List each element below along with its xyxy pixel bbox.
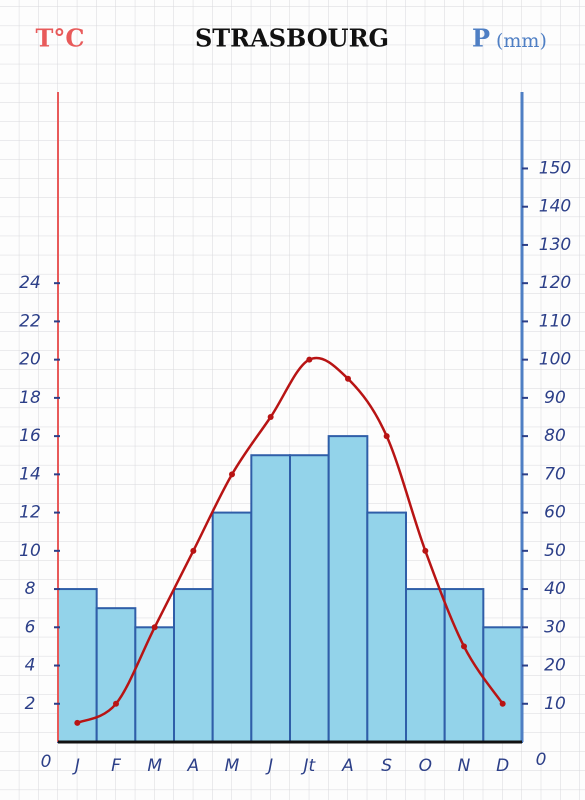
temperature-point — [461, 643, 467, 650]
x-tick-label: M — [147, 756, 162, 776]
y-tick-label: 24 — [19, 273, 41, 293]
y-tick-label: 12 — [19, 503, 41, 523]
x-tick-label: O — [419, 756, 432, 776]
y2-tick-label: 150 — [539, 158, 571, 178]
y2-tick-label: 110 — [539, 311, 571, 331]
precip-bar — [289, 454, 330, 743]
y-tick-label: 18 — [19, 388, 41, 408]
x-tick-label: J — [72, 756, 80, 776]
precip-bar — [173, 588, 214, 744]
y2-tick-label: 140 — [539, 197, 571, 217]
y-tick-label: 16 — [19, 426, 41, 446]
precip-bar — [57, 588, 98, 744]
temperature-point — [306, 356, 313, 363]
y-tick-label: 2 — [25, 694, 36, 714]
precip-bar — [405, 588, 446, 744]
y2-tick-label: 80 — [544, 426, 566, 446]
temperature-point — [151, 624, 158, 631]
y2-axis-label: P — [472, 24, 490, 53]
y2-tick-label: 10 — [544, 694, 566, 714]
y2-tick-label: 30 — [544, 617, 566, 637]
x-tick-label: Jt — [300, 756, 316, 776]
y-axis-label: T°C — [36, 24, 85, 53]
y-tick-label: 4 — [25, 656, 36, 676]
y2-tick-label: 100 — [539, 350, 571, 370]
temperature-point — [229, 471, 235, 478]
x-tick-label: J — [265, 756, 273, 776]
x-tick-label: F — [111, 756, 121, 776]
precip-bar — [134, 626, 175, 744]
y-tick-label: 6 — [25, 617, 36, 637]
precip-bar — [95, 607, 137, 743]
y2-tick-label: 0 — [536, 750, 547, 770]
x-tick-label: N — [458, 756, 471, 776]
x-tick-label: S — [381, 756, 392, 776]
y2-tick-label: 70 — [544, 464, 566, 484]
y-tick-label: 14 — [19, 464, 41, 484]
precip-bar — [443, 588, 485, 744]
y-tick-label: 20 — [19, 350, 41, 370]
y2-tick-label: 90 — [544, 388, 566, 408]
y-tick-label: 8 — [25, 579, 36, 599]
precip-bar — [327, 435, 369, 743]
y2-tick-label: 60 — [544, 503, 566, 523]
y2-tick-label: 40 — [544, 579, 566, 599]
y-tick-label: 22 — [19, 311, 41, 331]
chart-title: STRASBOURG — [195, 24, 389, 53]
y2-tick-label: 50 — [544, 541, 566, 561]
y-tick-label: 0 — [41, 752, 52, 772]
temperature-point — [190, 547, 197, 554]
x-tick-label: A — [341, 756, 354, 776]
temperature-point — [267, 414, 274, 420]
temperature-point — [345, 375, 351, 382]
y-tick-label: 10 — [19, 541, 41, 561]
y2-tick-label: 20 — [544, 656, 566, 676]
x-tick-label: M — [225, 756, 240, 776]
precip-bar — [250, 454, 291, 743]
temperature-point — [383, 433, 390, 440]
temperature-point — [74, 719, 81, 726]
x-tick-label: A — [187, 756, 200, 776]
precip-bar — [366, 511, 408, 744]
temperature-point — [422, 547, 429, 554]
temperature-point — [113, 700, 119, 707]
y2-tick-label: 120 — [539, 273, 571, 293]
x-tick-label: D — [496, 756, 509, 776]
temperature-point — [499, 700, 506, 707]
y2-tick-label: 130 — [539, 235, 571, 255]
precip-bar — [211, 511, 253, 744]
y2-axis-unit: (mm) — [496, 30, 547, 52]
